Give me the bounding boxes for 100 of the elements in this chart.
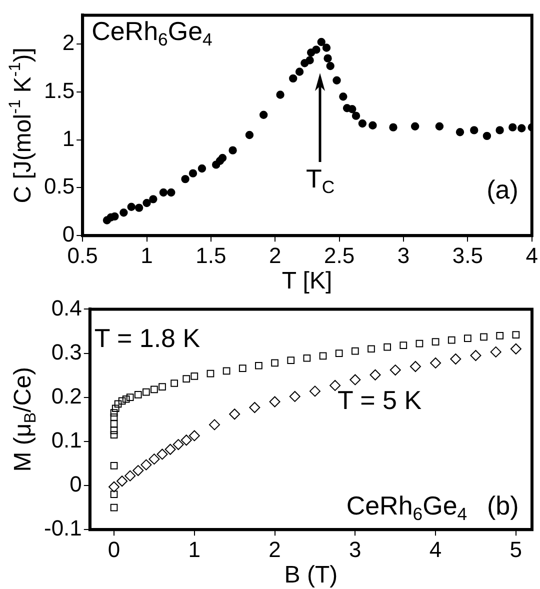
- x-tick-label: 5: [510, 536, 522, 562]
- point: [142, 198, 151, 208]
- point: [110, 462, 118, 470]
- point: [508, 123, 517, 132]
- point: [351, 347, 359, 355]
- point: [496, 332, 504, 340]
- point: [182, 375, 190, 383]
- point: [435, 122, 444, 130]
- point: [110, 490, 118, 498]
- point: [464, 334, 472, 342]
- point: [198, 164, 206, 173]
- point: [259, 110, 268, 119]
- point: [482, 132, 492, 140]
- x-tick-label: 2: [269, 242, 282, 268]
- x-axis-title: T [K]: [282, 268, 332, 295]
- point: [134, 204, 144, 212]
- y-tick-label: 0: [62, 222, 75, 247]
- point: [188, 430, 200, 442]
- point: [319, 352, 327, 360]
- point: [470, 126, 478, 134]
- point: [245, 130, 254, 140]
- point: [110, 409, 118, 416]
- y-tick-label: 0.3: [51, 339, 82, 364]
- point: [352, 112, 360, 120]
- point: [384, 343, 391, 351]
- x-tick-label: 4: [429, 536, 442, 562]
- y-tick-label: 0.4: [51, 295, 82, 320]
- point: [149, 195, 158, 204]
- y-tick-label: 0.5: [44, 174, 75, 199]
- point: [324, 54, 332, 62]
- x-tick-label: 3.5: [452, 242, 483, 268]
- y-tick-label: -0.1: [44, 516, 82, 541]
- point: [112, 404, 120, 412]
- point: [322, 44, 331, 52]
- point: [287, 356, 295, 364]
- point: [358, 119, 367, 128]
- point: [450, 354, 462, 365]
- series-label: T = 5 K: [337, 384, 422, 415]
- point: [309, 386, 320, 397]
- point: [127, 202, 136, 211]
- x-tick-label: 3: [349, 536, 362, 562]
- point: [124, 470, 136, 482]
- point: [456, 128, 464, 136]
- point: [148, 454, 160, 465]
- x-axis-title: B (T): [284, 562, 338, 589]
- point: [389, 123, 398, 132]
- point: [303, 354, 311, 362]
- point: [229, 408, 240, 420]
- point: [390, 364, 401, 376]
- y-tick-label: 0.1: [51, 428, 82, 453]
- point: [432, 338, 440, 346]
- point: [158, 383, 166, 390]
- point: [332, 76, 341, 84]
- point: [510, 343, 522, 354]
- annotation: (b): [486, 490, 519, 521]
- point: [132, 465, 144, 476]
- point: [218, 154, 227, 162]
- point: [312, 46, 320, 54]
- point: [114, 400, 122, 408]
- y-axis-title: M (μB/Ce): [10, 367, 40, 472]
- point: [116, 476, 128, 487]
- point: [110, 420, 118, 428]
- point: [188, 169, 198, 178]
- point: [110, 504, 118, 512]
- point: [206, 370, 214, 378]
- point: [326, 62, 334, 70]
- point: [172, 439, 184, 450]
- point: [410, 361, 421, 372]
- point: [416, 340, 424, 348]
- point: [470, 350, 482, 361]
- point: [350, 374, 361, 386]
- point: [255, 362, 262, 370]
- point: [269, 396, 280, 408]
- point: [228, 146, 237, 154]
- point: [306, 56, 314, 64]
- point: [110, 414, 118, 421]
- y-axis-title: C [J(mol-1 K-1)]: [6, 48, 37, 204]
- point: [190, 372, 198, 380]
- point: [289, 390, 300, 402]
- point: [170, 380, 178, 387]
- x-tick-label: 1: [188, 536, 201, 562]
- y-tick-label: 1: [62, 126, 75, 151]
- point: [289, 74, 298, 83]
- point: [400, 342, 408, 350]
- x-tick-label: 2: [268, 536, 281, 562]
- point: [140, 459, 152, 470]
- point: [496, 126, 504, 134]
- point: [120, 208, 128, 217]
- point: [370, 369, 381, 380]
- point: [330, 380, 341, 391]
- point: [110, 431, 118, 439]
- point: [150, 386, 158, 394]
- series-label: T = 1.8 K: [94, 323, 201, 354]
- point: [181, 174, 190, 184]
- point: [348, 105, 356, 114]
- point: [126, 394, 134, 402]
- x-tick-label: 1.5: [196, 242, 226, 268]
- point: [209, 419, 220, 430]
- x-tick-label: 1: [140, 242, 153, 268]
- point: [335, 350, 343, 357]
